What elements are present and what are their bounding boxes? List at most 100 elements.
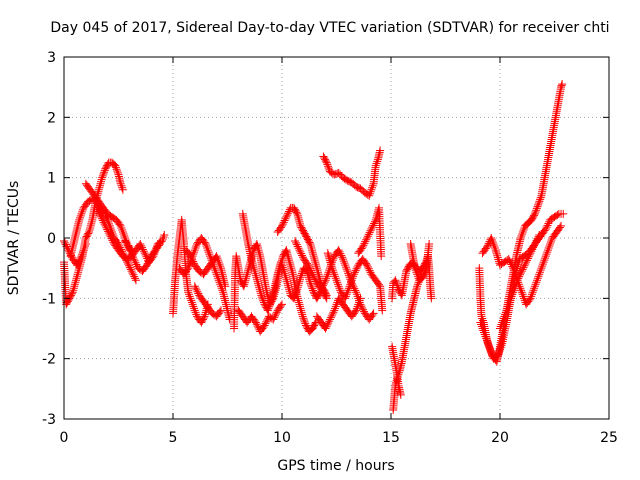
data-point bbox=[97, 175, 106, 184]
data-point bbox=[324, 319, 333, 328]
data-point bbox=[322, 158, 331, 167]
data-point bbox=[189, 257, 198, 266]
data-point bbox=[278, 300, 286, 309]
data-point bbox=[132, 260, 141, 269]
data-point bbox=[532, 206, 541, 215]
data-point bbox=[511, 282, 520, 291]
data-point bbox=[534, 199, 543, 208]
data-point bbox=[363, 232, 372, 241]
data-point bbox=[201, 240, 210, 249]
data-point bbox=[186, 252, 195, 261]
data-point bbox=[113, 168, 122, 177]
data-point bbox=[508, 262, 517, 271]
data-point bbox=[72, 274, 81, 283]
data-point bbox=[519, 225, 528, 234]
data-point bbox=[369, 221, 378, 230]
data-point bbox=[70, 282, 79, 291]
data-point bbox=[359, 307, 368, 316]
data-point bbox=[131, 274, 140, 283]
data-point bbox=[485, 344, 494, 353]
data-point bbox=[70, 280, 79, 289]
data-point bbox=[296, 304, 305, 313]
data-point bbox=[495, 347, 504, 356]
data-point bbox=[490, 244, 499, 253]
data-point bbox=[285, 256, 294, 265]
data-point bbox=[412, 268, 421, 277]
data-point bbox=[255, 248, 264, 257]
data-point bbox=[301, 319, 310, 328]
data-point bbox=[129, 270, 138, 279]
data-point bbox=[263, 306, 272, 315]
data-point bbox=[253, 322, 262, 331]
data-point bbox=[494, 349, 503, 358]
data-point bbox=[541, 252, 550, 261]
data-point bbox=[517, 286, 526, 295]
data-point bbox=[533, 276, 542, 285]
data-point bbox=[124, 261, 133, 270]
data-point bbox=[261, 319, 270, 328]
data-point bbox=[97, 212, 106, 221]
data-point bbox=[527, 247, 536, 256]
data-point bbox=[527, 290, 536, 299]
data-point bbox=[259, 322, 268, 331]
data-point bbox=[203, 244, 212, 253]
data-point bbox=[250, 316, 259, 325]
data-point bbox=[530, 241, 539, 250]
data-point bbox=[284, 207, 293, 216]
data-point bbox=[530, 282, 539, 291]
data-point bbox=[74, 257, 83, 266]
data-point bbox=[116, 221, 125, 230]
data-point bbox=[272, 308, 281, 317]
data-point bbox=[331, 302, 340, 311]
data-point bbox=[527, 292, 536, 301]
data-point bbox=[111, 161, 120, 170]
data-point bbox=[138, 243, 147, 252]
data-point bbox=[396, 390, 405, 399]
data-point bbox=[410, 264, 419, 273]
data-point bbox=[325, 317, 334, 326]
data-point bbox=[493, 251, 502, 260]
data-point bbox=[107, 234, 116, 243]
data-point bbox=[252, 273, 261, 282]
data-point bbox=[291, 238, 300, 247]
data-point bbox=[373, 157, 382, 166]
data-point bbox=[282, 275, 291, 284]
data-point bbox=[352, 288, 361, 297]
data-point bbox=[482, 334, 491, 343]
data-point bbox=[276, 223, 285, 232]
data-point bbox=[75, 215, 84, 224]
data-point bbox=[477, 312, 486, 321]
data-point bbox=[73, 272, 82, 281]
data-point bbox=[218, 286, 227, 295]
data-point bbox=[251, 271, 260, 280]
data-point bbox=[115, 220, 124, 229]
data-point bbox=[214, 258, 223, 267]
data-point bbox=[74, 266, 83, 275]
data-point bbox=[502, 306, 511, 315]
data-point bbox=[189, 259, 198, 268]
data-point bbox=[262, 317, 271, 326]
data-point bbox=[306, 240, 315, 249]
data-point bbox=[98, 171, 107, 180]
data-point bbox=[482, 243, 491, 252]
data-point bbox=[278, 261, 287, 270]
data-point bbox=[541, 224, 550, 233]
data-point bbox=[356, 294, 365, 303]
y-tick-label: 0 bbox=[47, 231, 56, 247]
data-point bbox=[192, 242, 201, 251]
data-point bbox=[67, 253, 76, 262]
data-point bbox=[494, 255, 503, 264]
data-point bbox=[100, 220, 109, 229]
data-point bbox=[350, 268, 359, 277]
data-point bbox=[368, 223, 377, 232]
data-point bbox=[60, 238, 69, 247]
data-point bbox=[363, 262, 372, 271]
data-point bbox=[94, 185, 103, 194]
data-point bbox=[262, 288, 271, 297]
data-point bbox=[84, 229, 93, 238]
data-point bbox=[286, 260, 295, 269]
data-point bbox=[536, 195, 545, 204]
data-point bbox=[100, 166, 109, 175]
data-point bbox=[536, 266, 545, 275]
data-point bbox=[137, 241, 146, 250]
